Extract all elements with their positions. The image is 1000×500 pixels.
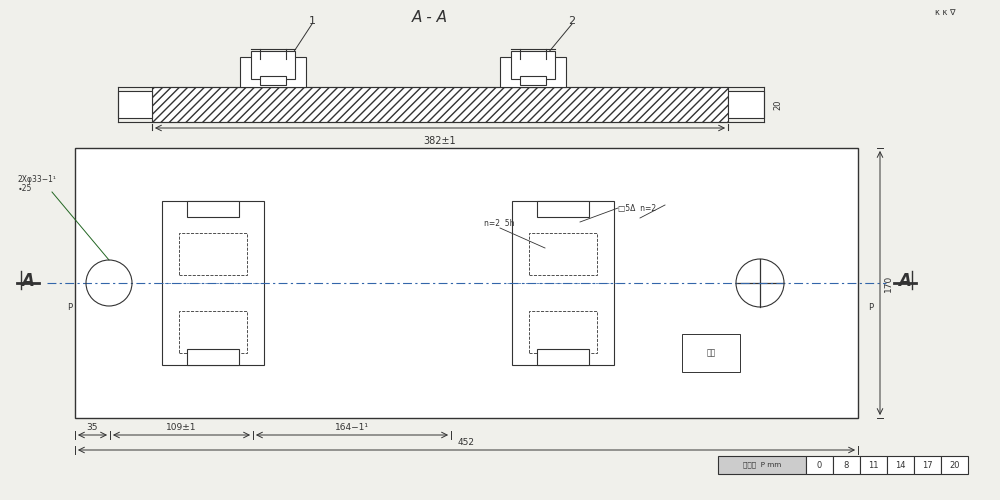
Bar [537,349,589,365]
Text: □5Δ  n=2: □5Δ n=2 [618,204,656,212]
Bar [833,456,860,474]
Text: 17: 17 [922,460,933,469]
Text: P: P [67,302,73,312]
Bar [512,201,614,365]
Text: 164−1¹: 164−1¹ [335,423,369,432]
Bar [152,87,728,122]
Bar [806,456,833,474]
Text: 1: 1 [308,16,316,26]
Bar [162,201,264,365]
Bar [682,334,740,372]
Text: 8: 8 [844,460,849,469]
Bar [179,311,247,353]
Text: 11: 11 [868,460,879,469]
Text: 382±1: 382±1 [424,136,456,146]
Text: 20: 20 [949,460,960,469]
Text: 14: 14 [895,460,906,469]
Bar [529,311,597,353]
Text: 452: 452 [458,438,475,447]
Bar [718,456,806,474]
Text: 2Xφ33−1¹: 2Xφ33−1¹ [18,175,57,184]
Bar [187,201,239,217]
Text: 标记: 标记 [706,348,716,358]
Bar [500,57,566,87]
Bar [914,456,941,474]
Bar [187,349,239,365]
Bar [511,51,555,79]
Bar [537,201,589,217]
Bar [887,456,914,474]
Bar [520,76,546,85]
Bar [941,456,968,474]
Text: 170: 170 [884,274,893,291]
Bar [728,91,764,118]
Text: A: A [22,272,34,290]
Bar [118,91,152,118]
Text: 0: 0 [817,460,822,469]
Bar [860,456,887,474]
Text: A - A: A - A [412,10,448,26]
Bar [251,51,295,79]
Text: 粗糙度  P mm: 粗糙度 P mm [743,462,781,468]
Bar [260,76,286,85]
Bar [179,233,247,275]
Bar [529,233,597,275]
Text: A: A [899,272,911,290]
Bar [75,148,858,418]
Text: κ κ ∇: κ κ ∇ [935,8,956,17]
Text: n=2  5h: n=2 5h [484,220,514,228]
Bar [240,57,306,87]
Text: 2: 2 [568,16,576,26]
Text: 109±1: 109±1 [166,423,197,432]
Text: 20: 20 [773,99,782,110]
Text: ∙25: ∙25 [18,184,32,193]
Text: P: P [868,302,873,312]
Text: 35: 35 [86,423,98,432]
